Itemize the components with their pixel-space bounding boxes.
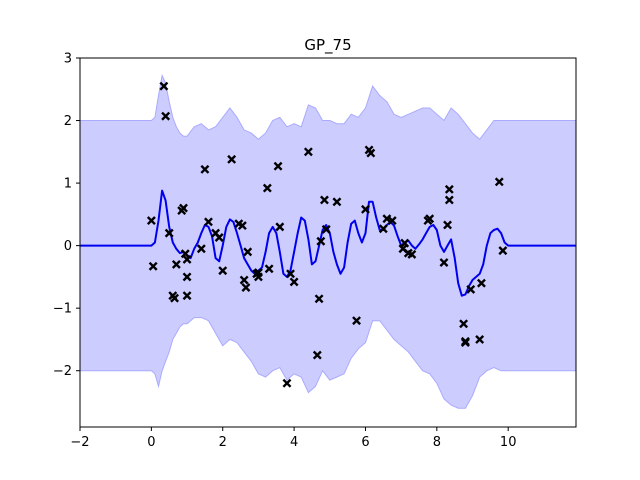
observation-point bbox=[314, 294, 324, 304]
observation-point bbox=[170, 293, 180, 303]
chart-title: GP_75 bbox=[304, 36, 351, 55]
observation-point bbox=[253, 268, 263, 277]
observation-point bbox=[459, 319, 469, 329]
observation-point bbox=[146, 216, 156, 226]
observation-point bbox=[444, 195, 454, 205]
observation-point bbox=[204, 217, 213, 227]
plot-area bbox=[79, 73, 577, 409]
observation-point bbox=[237, 221, 247, 231]
observation-point bbox=[466, 284, 476, 294]
observation-point bbox=[275, 222, 285, 232]
observation-point bbox=[321, 224, 331, 234]
x-tick-label: 10 bbox=[500, 435, 517, 450]
observation-point bbox=[387, 216, 397, 226]
observation-point bbox=[282, 378, 292, 388]
observation-point bbox=[182, 291, 192, 301]
x-tick-label: 4 bbox=[290, 435, 298, 450]
observation-point bbox=[182, 254, 192, 264]
observation-point bbox=[179, 203, 188, 213]
observation-point bbox=[312, 350, 322, 360]
observation-point bbox=[378, 224, 388, 234]
observation-point bbox=[498, 246, 508, 256]
observation-point bbox=[214, 233, 224, 242]
observation-point bbox=[494, 177, 504, 187]
y-tick-label: −1 bbox=[53, 302, 72, 317]
observation-point bbox=[159, 81, 169, 91]
observation-point bbox=[239, 275, 249, 285]
observation-point bbox=[286, 269, 295, 279]
observation-point bbox=[382, 214, 392, 224]
observation-point bbox=[425, 214, 435, 224]
observation-point bbox=[444, 184, 454, 194]
x-tick-label: 6 bbox=[361, 435, 369, 450]
observation-point bbox=[182, 272, 192, 282]
observation-point bbox=[262, 183, 272, 193]
observation-point bbox=[180, 249, 190, 259]
y-axis: −2 −1 0 1 2 3 bbox=[53, 52, 80, 379]
x-tick-label: 0 bbox=[147, 435, 155, 450]
observation-point bbox=[218, 266, 228, 276]
observation-point bbox=[200, 164, 210, 174]
observation-point bbox=[475, 334, 485, 344]
observation-point bbox=[273, 161, 283, 171]
observation-point bbox=[227, 154, 237, 164]
x-tick-label: −2 bbox=[70, 435, 89, 450]
observation-point bbox=[243, 247, 253, 257]
y-tick-label: −2 bbox=[53, 364, 72, 379]
observation-point bbox=[400, 238, 410, 248]
observation-point bbox=[171, 259, 181, 269]
observation-point bbox=[319, 195, 329, 205]
observation-point bbox=[439, 258, 449, 267]
mean-line bbox=[80, 189, 576, 297]
observation-point bbox=[164, 228, 174, 238]
observation-point bbox=[161, 111, 171, 121]
observation-point bbox=[316, 236, 326, 246]
observation-point bbox=[303, 147, 313, 157]
observation-point bbox=[443, 220, 452, 230]
observation-point bbox=[476, 278, 486, 288]
x-tick-label: 2 bbox=[219, 435, 227, 450]
observation-point bbox=[460, 336, 470, 346]
observation-point bbox=[352, 316, 361, 326]
observation-point bbox=[148, 261, 158, 271]
y-tick-label: 2 bbox=[64, 114, 72, 129]
y-tick-label: 0 bbox=[64, 239, 72, 254]
observation-point bbox=[289, 277, 299, 287]
observation-point bbox=[196, 244, 206, 254]
observation-point bbox=[361, 204, 370, 214]
observation-point bbox=[407, 249, 417, 259]
observation-point bbox=[332, 197, 342, 207]
y-tick-label: 1 bbox=[64, 177, 72, 192]
y-tick-label: 3 bbox=[64, 52, 72, 67]
x-axis: −2 0 2 4 6 8 10 bbox=[70, 427, 516, 450]
observation-point bbox=[366, 148, 376, 158]
observation-point bbox=[264, 264, 274, 274]
plot-frame bbox=[79, 57, 577, 428]
observation-point bbox=[241, 283, 251, 292]
x-tick-label: 8 bbox=[433, 435, 441, 450]
